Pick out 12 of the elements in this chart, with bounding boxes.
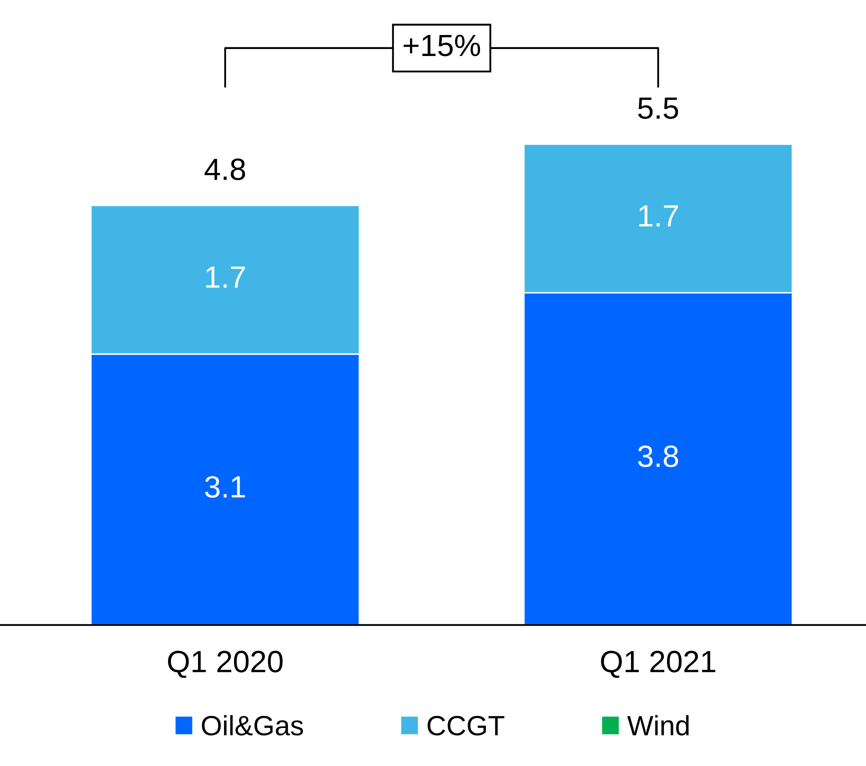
data-label: 3.1 xyxy=(205,476,245,498)
text: +15% xyxy=(404,34,480,56)
data-label: 3.8 xyxy=(638,445,678,468)
total-label: 4.8 xyxy=(204,158,246,180)
x-tick-label: Q1 2021 xyxy=(601,650,716,678)
legend-label: Wind xyxy=(627,715,689,736)
data-label: 1.7 xyxy=(206,266,245,288)
total-label: 5.5 xyxy=(638,98,678,119)
data-label: 1.7 xyxy=(639,205,678,226)
legend-label: Oil&Gas xyxy=(202,715,303,736)
legend-label: CCGT xyxy=(428,716,504,736)
x-tick-label: Q1 2020 xyxy=(168,650,283,678)
